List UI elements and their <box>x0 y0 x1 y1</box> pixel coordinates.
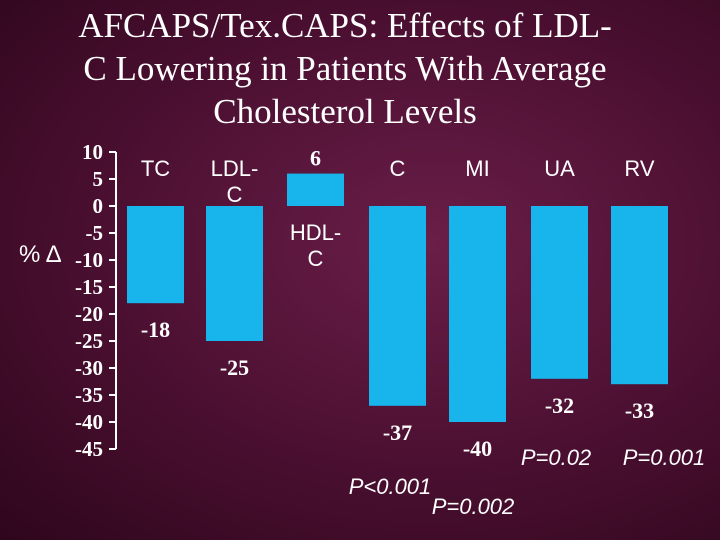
category-label-hdl-c: HDL-C <box>290 220 341 271</box>
value-label-mi: -40 <box>463 436 492 461</box>
y-tick-label: -20 <box>75 302 103 326</box>
y-tick-label: -40 <box>75 410 103 434</box>
y-axis-label: % Δ <box>19 241 62 268</box>
category-label-rv: RV <box>624 156 654 181</box>
value-label-rv: -33 <box>625 398 654 423</box>
category-label-mi: MI <box>465 156 489 181</box>
y-tick-label: -10 <box>75 248 103 272</box>
y-tick-label: 0 <box>93 194 104 218</box>
y-tick-label: 10 <box>82 140 103 164</box>
bar-tc <box>127 206 184 304</box>
p-value-ua: P=0.02 <box>521 445 591 470</box>
category-label-ua: UA <box>544 156 575 181</box>
slide-title: AFCAPS/Tex.CAPS: Effects of LDL- C Lower… <box>0 4 690 133</box>
bar-ua <box>531 206 588 379</box>
y-tick-label: -45 <box>75 437 103 461</box>
p-value-rv: P=0.001 <box>623 445 706 470</box>
bar-hdl-c <box>287 173 344 206</box>
category-label-tc: TC <box>141 156 170 181</box>
value-label-c: -37 <box>383 420 412 445</box>
value-label-tc: -18 <box>141 317 170 342</box>
p-value-mi: P=0.002 <box>432 494 515 519</box>
bar-c <box>369 206 426 406</box>
bar-mi <box>449 206 506 422</box>
y-tick-label: -5 <box>86 221 104 245</box>
category-label-c: C <box>390 156 406 181</box>
category-label-ldl-c: LDL-C <box>211 156 259 207</box>
bar-ldl-c <box>206 206 263 341</box>
y-tick-label: -25 <box>75 329 103 353</box>
y-tick-label: -35 <box>75 383 103 407</box>
value-label-ua: -32 <box>545 393 574 418</box>
title-line-2: C Lowering in Patients With Average <box>83 49 607 88</box>
y-tick-label: -15 <box>75 275 103 299</box>
y-tick-label: 5 <box>93 167 104 191</box>
p-value-c: P<0.001 <box>349 474 432 499</box>
value-label-hdl-c: 6 <box>310 146 321 171</box>
title-line-1: AFCAPS/Tex.CAPS: Effects of LDL- <box>78 6 612 45</box>
bar-rv <box>611 206 668 385</box>
value-label-ldl-c: -25 <box>220 355 249 380</box>
title-line-3: Cholesterol Levels <box>213 92 477 131</box>
y-tick-label: -30 <box>75 356 103 380</box>
